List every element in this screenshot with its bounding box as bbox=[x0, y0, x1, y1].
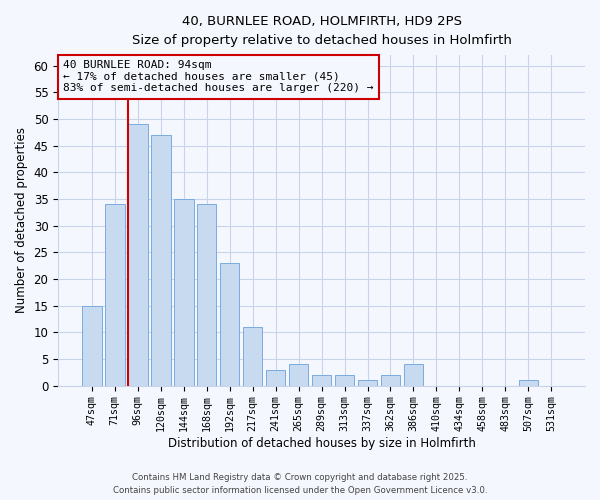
Bar bbox=[174, 199, 194, 386]
X-axis label: Distribution of detached houses by size in Holmfirth: Distribution of detached houses by size … bbox=[167, 437, 476, 450]
Bar bbox=[358, 380, 377, 386]
Bar bbox=[105, 204, 125, 386]
Bar bbox=[243, 327, 262, 386]
Bar bbox=[289, 364, 308, 386]
Bar bbox=[381, 375, 400, 386]
Bar bbox=[266, 370, 286, 386]
Bar bbox=[518, 380, 538, 386]
Bar bbox=[82, 306, 101, 386]
Bar bbox=[404, 364, 423, 386]
Y-axis label: Number of detached properties: Number of detached properties bbox=[15, 128, 28, 314]
Title: 40, BURNLEE ROAD, HOLMFIRTH, HD9 2PS
Size of property relative to detached house: 40, BURNLEE ROAD, HOLMFIRTH, HD9 2PS Siz… bbox=[131, 15, 512, 47]
Bar bbox=[220, 263, 239, 386]
Text: Contains HM Land Registry data © Crown copyright and database right 2025.
Contai: Contains HM Land Registry data © Crown c… bbox=[113, 474, 487, 495]
Text: 40 BURNLEE ROAD: 94sqm
← 17% of detached houses are smaller (45)
83% of semi-det: 40 BURNLEE ROAD: 94sqm ← 17% of detached… bbox=[64, 60, 374, 94]
Bar bbox=[335, 375, 355, 386]
Bar bbox=[128, 124, 148, 386]
Bar bbox=[312, 375, 331, 386]
Bar bbox=[151, 135, 170, 386]
Bar bbox=[197, 204, 217, 386]
